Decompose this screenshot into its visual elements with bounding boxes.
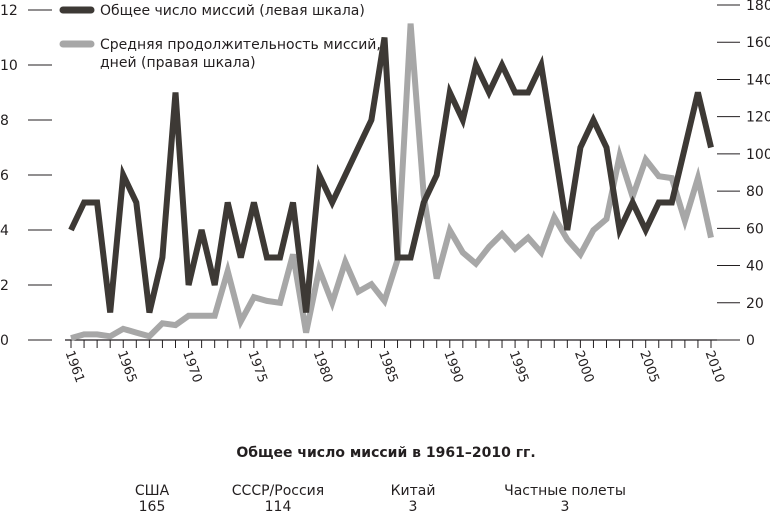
x-axis-tick-label: 1985 — [375, 349, 400, 385]
right-axis-tick-label: 140 — [746, 72, 770, 88]
summary-value-china: 3 — [409, 499, 418, 514]
left-axis-tick-label: 12 — [0, 3, 18, 19]
x-axis-tick-label: 1995 — [506, 349, 531, 385]
x-axis-tick-label: 2000 — [571, 349, 596, 385]
legend-label-duration-line1: Средняя продолжительность миссий, — [100, 37, 381, 53]
summary: Общее число миссий в 1961–2010 гг. США 1… — [135, 445, 626, 514]
legend-label-duration-line2: дней (правая шкала) — [100, 55, 256, 71]
summary-value-ussr: 114 — [265, 499, 292, 514]
right-axis-tick-label: 160 — [746, 35, 770, 51]
x-axis-tick-label: 1990 — [440, 349, 465, 385]
legend: Общее число миссий (левая шкала) Средняя… — [63, 3, 381, 71]
right-axis-tick-label: 80 — [746, 184, 764, 200]
right-axis-tick-label: 180 — [746, 0, 770, 14]
left-axis-tick-label: 10 — [0, 58, 18, 74]
x-axis-tick-label: 2010 — [702, 349, 727, 385]
left-axis-tick-label: 8 — [0, 113, 9, 129]
right-axis-tick-label: 40 — [746, 259, 764, 275]
right-axis-tick-label: 120 — [746, 110, 770, 126]
left-axis: 0 2 4 6 8 10 12 — [0, 3, 52, 349]
summary-label-china: Китай — [391, 483, 436, 499]
right-axis-tick-label: 0 — [746, 333, 755, 349]
legend-label-missions: Общее число миссий (левая шкала) — [100, 3, 365, 19]
summary-label-ussr: СССР/Россия — [232, 483, 324, 499]
summary-label-usa: США — [135, 483, 170, 499]
summary-value-usa: 165 — [139, 499, 166, 514]
x-axis-tick-label: 1980 — [310, 349, 335, 385]
x-axis: 1961 1965 1970 1975 1980 1985 1990 1995 2000 2005… — [62, 340, 727, 385]
left-axis-tick-label: 2 — [0, 278, 9, 294]
x-axis-tick-label: 2005 — [636, 349, 661, 385]
right-axis-tick-label: 20 — [746, 296, 764, 312]
x-axis-tick-label: 1970 — [179, 349, 204, 385]
left-axis-tick-label: 0 — [0, 333, 9, 349]
x-axis-tick-label: 1961 — [62, 349, 87, 385]
right-axis: 0 20 40 60 80 100 120 140 160 180 — [717, 0, 770, 349]
x-axis-tick-label: 1975 — [244, 349, 269, 385]
x-axis-tick-label: 1965 — [114, 349, 139, 385]
right-axis-tick-label: 100 — [746, 147, 770, 163]
left-axis-tick-label: 4 — [0, 223, 9, 239]
summary-title: Общее число миссий в 1961–2010 гг. — [236, 445, 535, 461]
summary-label-private: Частные полеты — [504, 483, 626, 499]
right-axis-tick-label: 60 — [746, 221, 764, 237]
left-axis-tick-label: 6 — [0, 168, 9, 184]
summary-value-private: 3 — [561, 499, 570, 514]
